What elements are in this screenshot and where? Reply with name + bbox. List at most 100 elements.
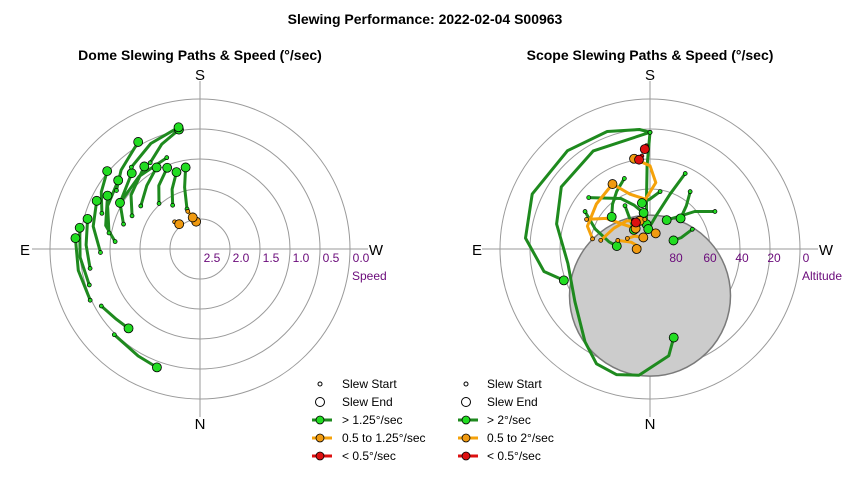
scope-slew-paths (524, 128, 718, 377)
slew-end-point (91, 195, 102, 206)
slew-path (524, 128, 652, 282)
legend-medium-marker (461, 433, 471, 443)
dome-compass-right: W (369, 242, 384, 259)
slew-path (99, 304, 130, 330)
slew-path (99, 169, 109, 215)
slew-start-point (87, 266, 93, 271)
scope-compass-top: S (645, 67, 655, 84)
radial-tick-label: 40 (735, 251, 749, 265)
legend-end-label: Slew End (342, 395, 393, 409)
slew-start-point (121, 221, 126, 227)
slew-path (183, 166, 189, 211)
scope-panel: Scope Slewing Paths & Speed (°/sec) S N … (472, 47, 842, 433)
radial-tick-label: 0.5 (323, 251, 340, 265)
slew-start-point (712, 209, 718, 214)
slew-end-point (113, 175, 124, 186)
slew-start-point (170, 202, 176, 208)
slew-start-point (586, 195, 592, 200)
legend-medium-label: 0.5 to 1.25°/sec (342, 431, 426, 445)
legend-fast-label: > 2°/sec (487, 413, 531, 427)
slew-end-point (133, 137, 144, 147)
slew-end-point (631, 217, 641, 228)
legend-start-marker (317, 381, 323, 387)
slew-start-point (590, 236, 595, 242)
slew-end-point (675, 213, 686, 224)
slew-path (585, 182, 614, 241)
slew-start-point (624, 236, 630, 241)
slew-start-point (647, 129, 653, 135)
slew-start-point (98, 303, 104, 309)
legend-start-label: Slew Start (342, 377, 397, 391)
slew-end-point (102, 190, 113, 201)
slew-path (646, 172, 687, 231)
slew-path (665, 210, 717, 222)
dome-chart-title: Dome Slewing Paths & Speed (°/sec) (78, 47, 322, 63)
slew-start-point (185, 208, 191, 214)
scope-legend: Slew Start Slew End > 2°/sec 0.5 to 2°/s… (458, 377, 554, 463)
scope-radial-label: Altitude (802, 269, 842, 283)
slew-start-point (99, 210, 105, 216)
dome-compass-left: E (20, 242, 30, 259)
dome-grid (32, 81, 368, 417)
slew-end-point (115, 197, 125, 208)
slew-path (91, 199, 102, 254)
figure-title: Slewing Performance: 2022-02-04 S00963 (288, 11, 563, 27)
legend-end-label: Slew End (487, 395, 538, 409)
slew-path (170, 170, 178, 207)
slew-end-point (102, 166, 113, 176)
dome-slew-paths (70, 122, 202, 373)
slew-end-point (650, 228, 661, 239)
slew-path (610, 177, 626, 219)
slew-end-point (74, 222, 85, 233)
slew-end-point (668, 332, 679, 343)
slew-end-point (634, 154, 644, 165)
slew-end-point (180, 162, 191, 173)
legend-slow-marker (315, 451, 325, 461)
radial-tick-label: 2.0 (233, 251, 250, 265)
radial-tick-label: 1.0 (293, 251, 310, 265)
slew-end-point (171, 167, 182, 178)
legend-end-marker (461, 397, 471, 407)
slew-end-point (123, 323, 134, 334)
legend-start-marker (463, 381, 469, 387)
legend-slow-label: < 0.5°/sec (342, 449, 396, 463)
legend-slow-label: < 0.5°/sec (487, 449, 541, 463)
legend-start-label: Slew Start (487, 377, 542, 391)
slew-start-point (622, 203, 628, 209)
slew-path (587, 196, 646, 215)
slew-path (139, 165, 159, 208)
slew-end-point (631, 244, 642, 254)
dome-panel: Dome Slewing Paths & Speed (°/sec) S N E… (20, 47, 387, 433)
slew-start-point (106, 230, 112, 236)
slew-end-point (606, 211, 617, 222)
legend-end-marker (315, 397, 325, 407)
slew-start-point (598, 237, 604, 243)
slew-path (129, 125, 180, 169)
dome-radial-ticks: 2.5 2.0 1.5 1.0 0.5 0.0 (204, 251, 370, 265)
slew-end-point (638, 232, 649, 243)
dome-compass-bottom: N (195, 416, 206, 433)
slew-path (555, 130, 676, 377)
slew-end-point (638, 207, 649, 218)
radial-tick-label: 80 (669, 251, 683, 265)
slew-end-point (611, 241, 622, 251)
slew-start-point (689, 226, 695, 232)
slew-end-point (636, 198, 647, 208)
slew-end-point (174, 219, 185, 230)
slew-start-point (657, 189, 663, 194)
radial-tick-label: 1.5 (263, 251, 280, 265)
slew-end-point (173, 122, 184, 133)
legend-medium-marker (315, 433, 325, 443)
slew-start-point (156, 201, 162, 206)
slew-start-point (114, 188, 119, 193)
obscured-region (568, 214, 732, 377)
scope-compass-left: E (472, 242, 482, 259)
slew-start-point (98, 250, 103, 255)
slew-start-point (111, 332, 117, 338)
scope-compass-bottom: N (645, 416, 656, 433)
slew-end-point (668, 235, 679, 246)
dome-radial-label: Speed (352, 269, 387, 283)
slew-start-point (129, 213, 135, 219)
slew-path (84, 217, 92, 270)
